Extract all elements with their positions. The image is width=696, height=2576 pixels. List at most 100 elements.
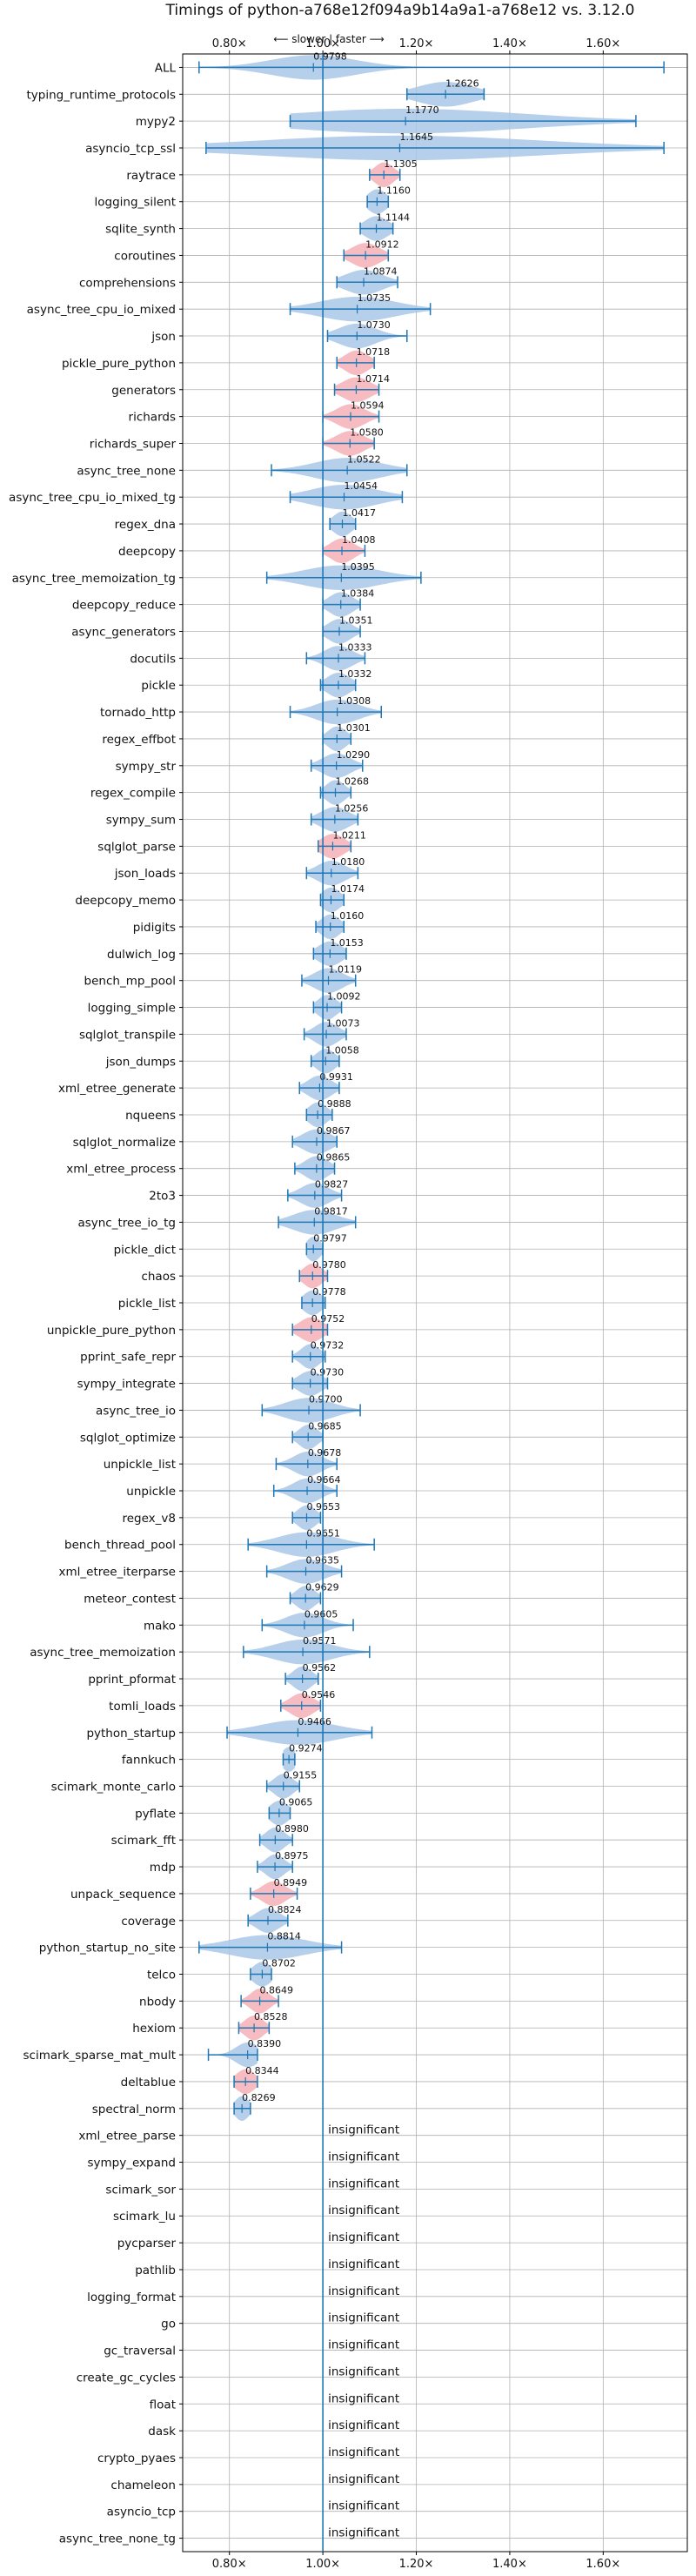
median-value-label: 0.8269 [242,2092,276,2103]
benchmark-label: regex_compile [90,787,176,801]
benchmark-label: logging_format [87,2291,176,2304]
benchmark-violin-group [333,377,380,402]
insignificant-label: insignificant [328,2365,399,2378]
median-value-label: 0.8390 [248,2038,282,2049]
benchmark-violin-group [343,243,390,268]
benchmark-violin-group [294,1156,336,1181]
median-value-label: 1.1305 [384,158,418,170]
benchmark-label: chameleon [110,2479,176,2492]
median-value-label: 1.0308 [338,695,371,707]
benchmark-label: pidigits [133,921,176,935]
benchmark-label: json_loads [114,867,176,881]
benchmark-label: sqlglot_normalize [73,1136,176,1150]
median-value-label: 0.9778 [312,1286,346,1298]
direction-label: ⟵ slower | faster ⟶ [273,33,385,45]
median-value-label: 1.0454 [344,480,378,492]
benchmark-violin-group [275,1452,338,1477]
median-value-label: 0.9685 [308,1420,342,1432]
benchmark-label: python_startup [86,1727,176,1741]
benchmark-label: deepcopy_memo [75,894,176,908]
benchmark-label: spectral_norm [92,2103,176,2116]
median-value-label: 0.9817 [314,1205,348,1217]
median-value-label: 1.0408 [342,534,376,546]
benchmark-violin-group [329,511,357,537]
benchmark-violin-group [272,1478,338,1504]
benchmark-violin-group [289,297,432,322]
benchmark-label: pycparser [117,2237,177,2251]
median-value-label: 1.2626 [445,77,479,89]
insignificant-label: insignificant [328,2257,399,2271]
median-value-label: 1.0522 [347,453,381,465]
insignificant-label: insignificant [328,2418,399,2432]
insignificant-label: insignificant [328,2284,399,2298]
benchmark-label: async_tree_cpu_io_mixed [27,303,176,317]
benchmark-violin-group [280,1693,322,1719]
median-value-label: 1.0256 [335,803,369,815]
median-value-label: 1.0211 [332,829,366,841]
benchmark-label: xml_etree_iterparse [59,1566,177,1580]
benchmark-label: scimark_monte_carlo [51,1780,176,1794]
benchmark-violin-group [271,458,408,483]
median-value-label: 0.8649 [260,1984,294,1996]
benchmark-label: generators [111,384,176,398]
insignificant-label: insignificant [328,2177,399,2190]
benchmark-violin-group [226,1720,373,1745]
benchmark-label: json [151,330,176,344]
benchmark-violin-group [198,1935,343,1960]
benchmark-label: fannkuch [122,1754,176,1768]
median-value-label: 1.0290 [337,749,371,761]
median-value-label: 0.8528 [254,2011,288,2023]
median-value-label: 0.8975 [275,1850,309,1862]
median-value-label: 0.9798 [313,50,347,62]
benchmark-label: chaos [141,1270,176,1284]
x-tick-label-top: 1.40× [492,37,527,50]
benchmark-label: richards [129,411,176,425]
median-value-label: 1.0395 [341,561,375,573]
benchmark-label: scimark_lu [113,2210,176,2224]
median-value-label: 0.9571 [303,1635,337,1647]
median-value-label: 0.9274 [289,1743,323,1754]
benchmark-violin-group [250,1881,298,1907]
benchmark-label: go [161,2318,176,2331]
axis-layer: 0.80× 0.80× 1.00× 1.00× 1.20× 1.20× 1.40× 1.40×… [9,37,620,2571]
benchmark-label: async_tree_none [77,464,176,478]
benchmark-label: json_dumps [105,1055,176,1069]
benchmark-violin-group [205,135,665,161]
median-value-label: 0.9562 [303,1662,337,1674]
benchmark-label: pathlib [135,2264,176,2277]
benchmark-violin-group [291,1371,329,1396]
median-value-label: 1.0119 [329,964,363,976]
median-value-label: 0.9065 [279,1796,313,1808]
benchmark-label: unpack_sequence [70,1888,176,1902]
benchmark-violin-group [258,1828,293,1853]
median-value-label: 0.9546 [302,1689,336,1701]
benchmark-label: sympy_expand [87,2157,176,2170]
benchmark-label: bench_mp_pool [84,975,176,989]
median-value-label: 1.0092 [327,991,361,1003]
median-value-label: 0.9466 [298,1716,331,1727]
benchmark-violin-group [247,1908,289,1933]
benchmark-label: telco [147,1969,176,1982]
benchmark-violin-group [319,673,357,698]
benchmark-label: regex_v8 [122,1512,176,1526]
benchmark-violin-group [336,350,375,376]
benchmark-label: mako [144,1619,176,1633]
benchmark-label: raytrace [126,169,176,183]
benchmark-label: ALL [155,61,177,75]
benchmark-violin-group [207,2042,258,2068]
median-value-label: 1.0073 [326,1017,360,1029]
benchmark-label: pprint_safe_repr [80,1351,176,1365]
median-value-label: 1.0735 [358,292,392,304]
benchmark-violin-group [312,941,347,966]
insignificant-label: insignificant [328,2392,399,2405]
benchmark-label: dask [148,2425,176,2438]
benchmark-label: crypto_pyaes [97,2452,176,2465]
insignificant-label: insignificant [328,2231,399,2244]
benchmark-label: xml_etree_process [66,1163,176,1177]
benchmark-label: asyncio_tcp_ssl [85,142,176,156]
benchmark-label: pickle_pure_python [62,357,176,371]
x-tick-label-top: 1.20× [399,37,434,50]
median-value-label: 0.9732 [311,1340,345,1352]
benchmark-violin-group [301,968,357,993]
